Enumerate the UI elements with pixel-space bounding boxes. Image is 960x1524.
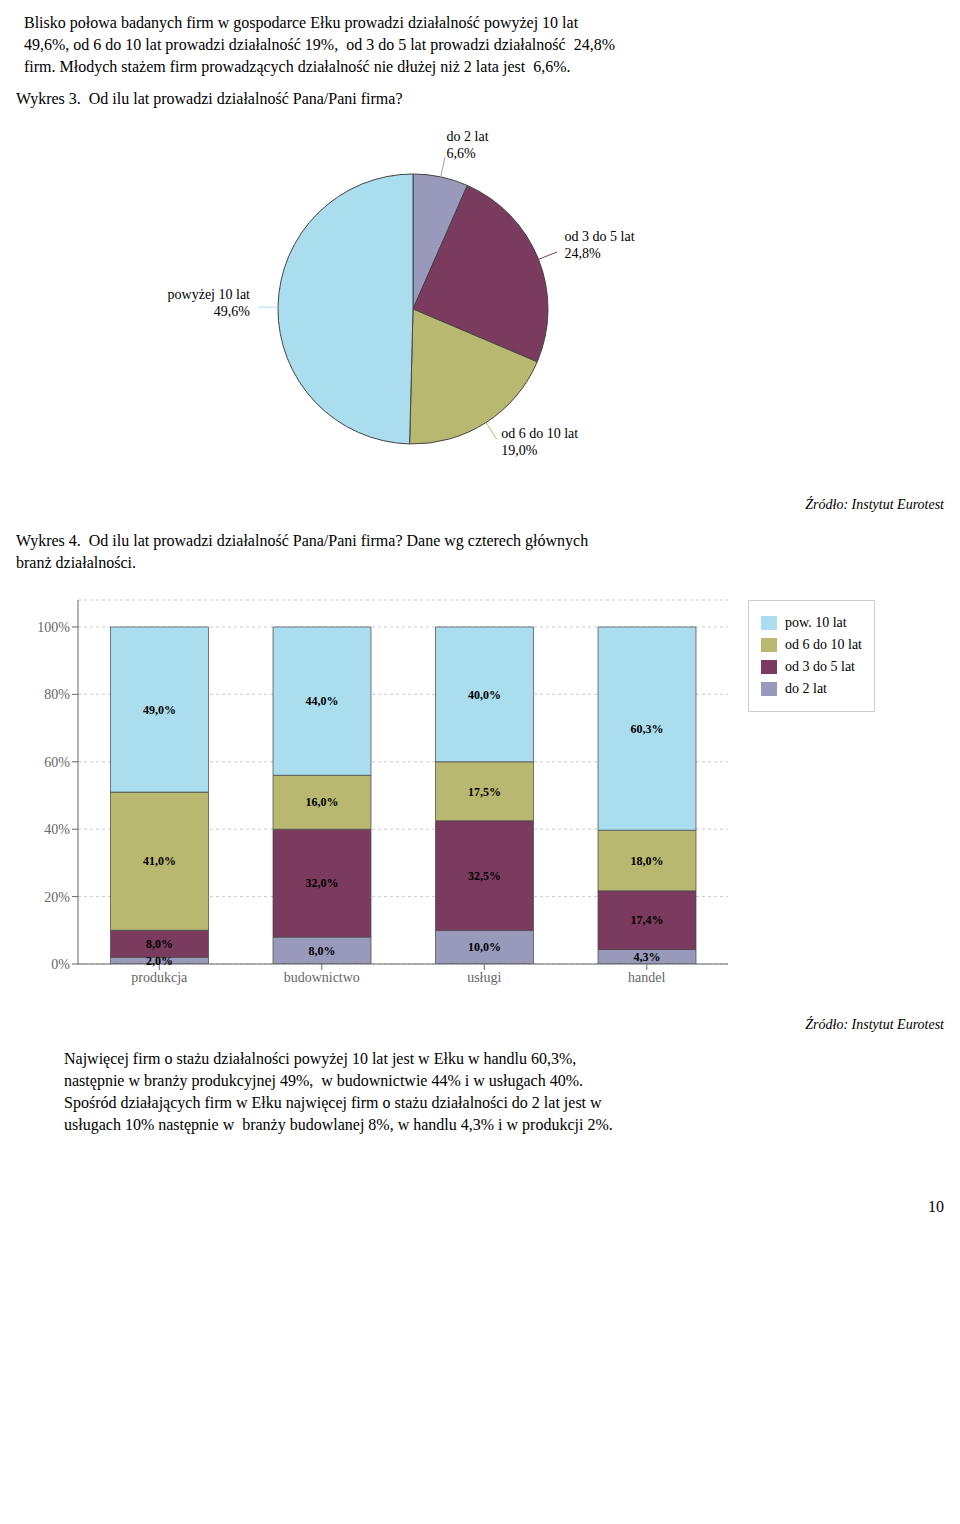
svg-text:do 2 lat6,6%: do 2 lat6,6% [447, 129, 489, 161]
svg-text:8,0%: 8,0% [309, 944, 336, 958]
svg-text:handel: handel [628, 970, 665, 985]
html-text:Wykres 4. Od ilu lat prowadzi: Wykres 4. Od ilu lat prowadzi działalnoś… [16, 532, 589, 571]
svg-text:40,0%: 40,0% [468, 688, 501, 702]
svg-text:8,0%: 8,0% [146, 937, 173, 951]
svg-text:18,0%: 18,0% [631, 854, 664, 868]
svg-text:usługi: usługi [467, 970, 501, 985]
svg-text:32,5%: 32,5% [468, 869, 501, 883]
html-text:do 2 lat: do 2 lat [785, 681, 827, 696]
svg-text:17,4%: 17,4% [631, 913, 664, 927]
html-text:Blisko połowa badanych firm w: Blisko połowa badanych firm w gospodarce… [24, 14, 615, 75]
svg-text:produkcja: produkcja [131, 970, 188, 985]
svg-text:40%: 40% [44, 822, 70, 837]
html-text:od 3 do 5 lat: od 3 do 5 lat [785, 659, 855, 674]
svg-text:44,0%: 44,0% [306, 694, 339, 708]
html-text:Wykres 3. Od ilu lat prowadzi: Wykres 3. Od ilu lat prowadzi działalnoś… [16, 90, 403, 107]
svg-text:10,0%: 10,0% [468, 940, 501, 954]
svg-text:17,5%: 17,5% [468, 785, 501, 799]
svg-text:4,3%: 4,3% [634, 950, 661, 964]
svg-text:od 6 do 10 lat19,0%: od 6 do 10 lat19,0% [501, 426, 578, 458]
svg-text:16,0%: 16,0% [306, 795, 339, 809]
svg-text:budownictwo: budownictwo [284, 970, 360, 985]
svg-text:41,0%: 41,0% [143, 854, 176, 868]
svg-text:20%: 20% [44, 890, 70, 905]
html-text:Najwięcej firm o stażu działal: Najwięcej firm o stażu działalności powy… [64, 1050, 583, 1089]
html-text:10: 10 [928, 1198, 944, 1215]
svg-text:od 3 do 5 lat24,8%: od 3 do 5 lat24,8% [565, 229, 635, 261]
html-text:od 6 do 10 lat: od 6 do 10 lat [785, 637, 862, 652]
html-text:Źródło: Instytut Eurotest: Źródło: Instytut Eurotest [805, 1017, 944, 1032]
svg-text:powyżej 10 lat49,6%: powyżej 10 lat49,6% [168, 287, 251, 319]
svg-text:80%: 80% [44, 687, 70, 702]
svg-text:49,0%: 49,0% [143, 703, 176, 717]
svg-text:60%: 60% [44, 755, 70, 770]
html-text:Spośród działających firm w Eł: Spośród działających firm w Ełku najwięc… [64, 1094, 613, 1133]
html-text:pow. 10 lat: pow. 10 lat [785, 615, 847, 630]
svg-text:2,0%: 2,0% [146, 954, 173, 968]
html-text:Źródło: Instytut Eurotest: Źródło: Instytut Eurotest [805, 497, 944, 512]
svg-text:60,3%: 60,3% [631, 722, 664, 736]
svg-text:0%: 0% [51, 957, 70, 972]
svg-text:100%: 100% [37, 620, 70, 635]
svg-text:32,0%: 32,0% [306, 876, 339, 890]
